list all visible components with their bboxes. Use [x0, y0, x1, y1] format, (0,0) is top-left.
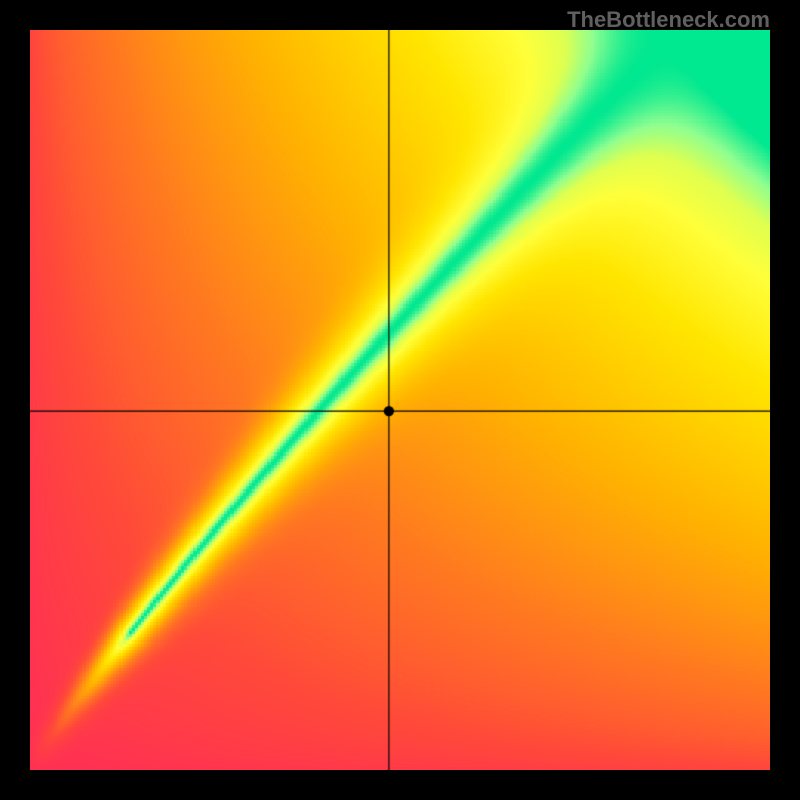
crosshair-overlay — [30, 30, 770, 770]
